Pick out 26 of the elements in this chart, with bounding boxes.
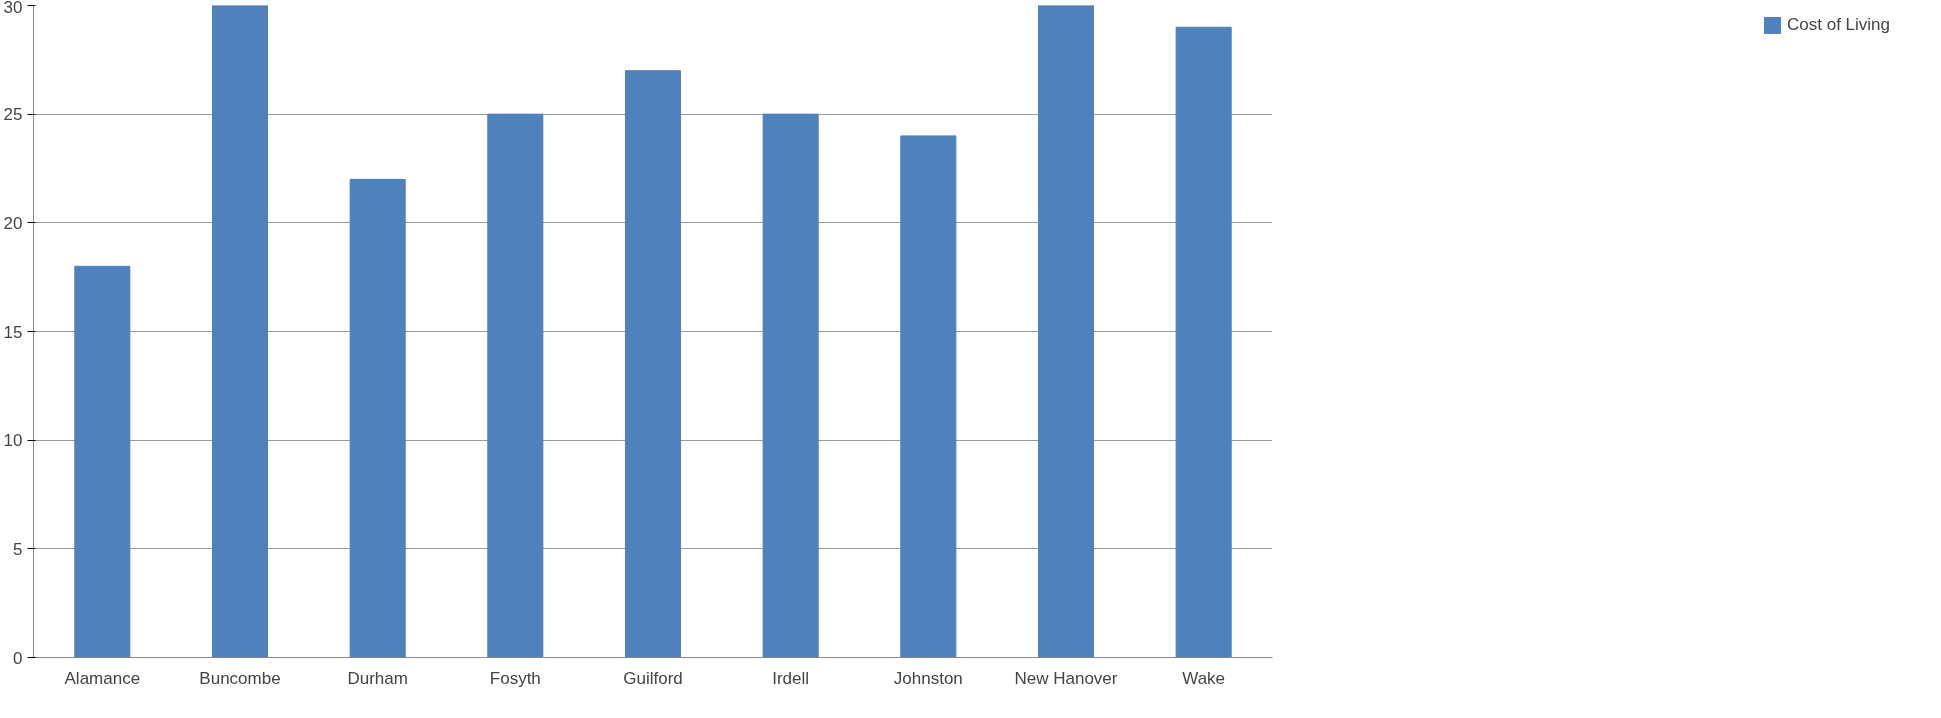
x-tick-label: Alamance <box>64 668 141 688</box>
x-tick-label: Wake <box>1182 668 1226 688</box>
bar <box>211 5 269 658</box>
legend-label: Cost of Living <box>1787 15 1890 35</box>
y-tick-label: 20 <box>3 213 23 233</box>
bar <box>1037 5 1095 658</box>
bar <box>762 113 819 658</box>
x-tick-label: Fosyth <box>489 668 541 688</box>
y-tick-label: 30 <box>3 0 23 17</box>
x-tick-label: Irdell <box>772 668 810 688</box>
bar <box>74 265 131 658</box>
x-tick-label: New Hanover <box>1014 668 1118 688</box>
bar <box>349 178 406 658</box>
x-tick-label: Guilford <box>623 668 683 688</box>
x-tick-label: Buncombe <box>199 668 281 688</box>
bar <box>487 113 544 658</box>
y-tick-label: 25 <box>3 105 23 125</box>
bar <box>624 70 682 658</box>
bar <box>900 135 957 658</box>
bar <box>1175 26 1232 658</box>
y-tick-label: 10 <box>3 431 23 451</box>
y-tick-label: 5 <box>13 539 23 559</box>
x-tick-label: Johnston <box>893 668 963 688</box>
x-tick-label: Durham <box>347 668 408 688</box>
y-tick-label: 15 <box>3 322 23 342</box>
y-tick-label: 0 <box>13 648 23 668</box>
